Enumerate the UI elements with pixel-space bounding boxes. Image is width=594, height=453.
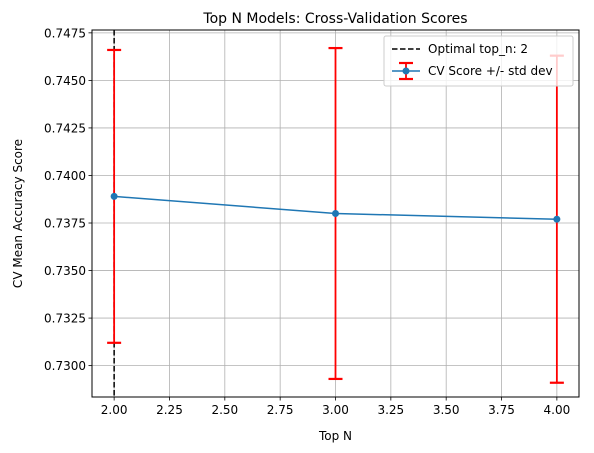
x-tick-label: 2.25 xyxy=(156,403,183,417)
y-tick-label: 0.7400 xyxy=(44,169,86,183)
data-point xyxy=(332,210,339,217)
legend-series-swatch xyxy=(392,61,420,81)
y-tick-label: 0.7325 xyxy=(44,312,86,326)
data-point xyxy=(110,192,118,200)
axis-ticks: 2.00 2.25 2.50 2.75 3.00 3.25 3.50 3.75 4.00 0.73… xyxy=(44,26,570,417)
legend-box xyxy=(383,35,574,87)
legend-series-label: CV Score +/- std dev xyxy=(428,64,553,78)
x-tick-label: 2.00 xyxy=(101,403,128,417)
legend: Optimal top_n: 2 CV Score +/- std dev xyxy=(383,35,574,87)
x-tick-label: 4.00 xyxy=(544,403,571,417)
x-tick-label: 2.50 xyxy=(211,403,238,417)
x-tick-label: 3.25 xyxy=(377,403,404,417)
x-tick-label: 2.75 xyxy=(267,403,294,417)
y-tick-label: 0.7300 xyxy=(44,359,86,373)
y-tick-label: 0.7350 xyxy=(44,264,86,278)
x-tick-label: 3.50 xyxy=(433,403,460,417)
y-tick-label: 0.7450 xyxy=(44,74,86,88)
chart-title: Top N Models: Cross-Validation Scores xyxy=(202,11,467,27)
x-tick-label: 3.75 xyxy=(488,403,515,417)
y-tick-label: 0.7375 xyxy=(44,217,86,231)
plot-data xyxy=(107,30,564,397)
y-axis-title: CV Mean Accuracy Score xyxy=(11,139,25,288)
legend-series-marker xyxy=(402,67,410,75)
data-point xyxy=(553,215,561,223)
x-tick-label: 3.00 xyxy=(322,403,349,417)
legend-optimal-label: Optimal top_n: 2 xyxy=(428,42,528,56)
y-tick-label: 0.7425 xyxy=(44,121,86,135)
y-tick-label: 0.7475 xyxy=(44,26,86,40)
x-axis-title: Top N xyxy=(318,429,352,443)
